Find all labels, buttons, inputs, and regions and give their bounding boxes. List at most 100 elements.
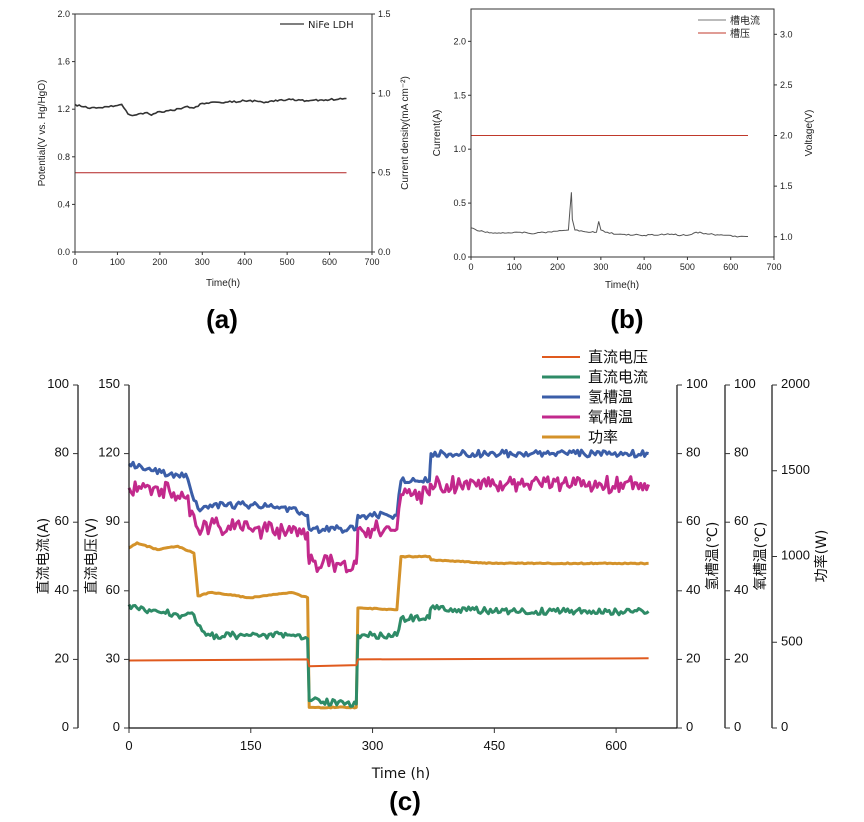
panel-c-series-voltage bbox=[128, 657, 649, 668]
panel-b-y2label: Voltage(V) bbox=[804, 110, 815, 157]
panel-b-series bbox=[470, 135, 748, 238]
x-tick-label: 100 bbox=[110, 257, 125, 267]
y2-tick-label: 1.0 bbox=[780, 232, 793, 242]
y-tick-label: 0.0 bbox=[453, 252, 466, 262]
x-tick-label: 400 bbox=[237, 257, 252, 267]
x-tick-label: 300 bbox=[593, 262, 608, 272]
y2-tick-label: 3.0 bbox=[780, 29, 793, 39]
panel-a-frame bbox=[74, 13, 373, 253]
panel-c: 0 150 300 450 600 02040608010003060901201500… bbox=[35, 348, 830, 816]
panel-c-y-axes: 0204060801000306090120150020406080100020… bbox=[47, 376, 810, 734]
x-tick-label: 300 bbox=[195, 257, 210, 267]
y-tick-label: 1.5 bbox=[453, 90, 466, 100]
y-tick-label: 90 bbox=[106, 513, 120, 528]
panel-b-y-ticks: 0.0 0.5 1.0 1.5 2.0 bbox=[453, 36, 471, 262]
x-tick-label: 100 bbox=[507, 262, 522, 272]
y-tick-label: 1.2 bbox=[57, 104, 70, 114]
legend-label-o2temp: 氧槽温 bbox=[588, 408, 633, 426]
x-tick-label: 500 bbox=[280, 257, 295, 267]
panel-b-ylabel: Current(A) bbox=[432, 110, 443, 157]
y-tick-label: 0 bbox=[781, 719, 788, 734]
panel-c-axis-label-o2temp: 氧槽温(℃) bbox=[753, 522, 769, 591]
x-tick-label: 300 bbox=[362, 738, 384, 753]
y-tick-label: 0 bbox=[113, 719, 120, 734]
panel-a-y2-ticks: 0.0 0.5 1.0 1.5 bbox=[372, 9, 391, 257]
y-tick-label: 60 bbox=[734, 513, 748, 528]
x-tick-label: 0 bbox=[125, 738, 132, 753]
y-tick-label: 60 bbox=[686, 513, 700, 528]
panel-a: 0 100 200 300 400 500 600 700 0.0 0.4 0.8 1.2 1.6 2.… bbox=[37, 9, 411, 334]
panel-a-xlabel: Time(h) bbox=[206, 278, 240, 289]
panel-c-xlabel: Time (h) bbox=[371, 766, 431, 782]
y2-tick-label: 2.0 bbox=[780, 131, 793, 141]
panel-c-label: (c) bbox=[389, 786, 421, 816]
panel-c-series-o2-temp bbox=[127, 474, 651, 574]
y-tick-label: 60 bbox=[106, 582, 120, 597]
panel-a-label: (a) bbox=[206, 304, 238, 334]
y-tick-label: 0.5 bbox=[378, 168, 391, 178]
panel-a-legend-label: NiFe LDH bbox=[308, 20, 354, 31]
x-tick-label: 700 bbox=[766, 262, 781, 272]
y-tick-label: 1.0 bbox=[378, 88, 391, 98]
panel-b-label: (b) bbox=[610, 304, 643, 334]
panel-a-series-potential bbox=[74, 97, 347, 117]
x-tick-label: 150 bbox=[240, 738, 262, 753]
x-tick-label: 500 bbox=[680, 262, 695, 272]
y-tick-label: 40 bbox=[686, 582, 700, 597]
y-tick-label: 0 bbox=[62, 719, 69, 734]
x-tick-label: 600 bbox=[605, 738, 627, 753]
x-tick-label: 450 bbox=[483, 738, 505, 753]
y2-tick-label: 2.5 bbox=[780, 80, 793, 90]
y-tick-label: 40 bbox=[55, 582, 69, 597]
panel-c-axis-label-h2temp: 氢槽温(℃) bbox=[705, 522, 721, 591]
y-tick-label: 500 bbox=[781, 633, 803, 648]
panel-c-series-h2-temp bbox=[127, 448, 649, 534]
x-tick-label: 200 bbox=[152, 257, 167, 267]
panel-c-series bbox=[127, 448, 651, 710]
panel-b-legend-label-voltage: 槽压 bbox=[730, 27, 750, 40]
y-tick-label: 0.4 bbox=[57, 199, 70, 209]
panel-b-x-ticks: 0 100 200 300 400 500 600 700 bbox=[468, 257, 782, 272]
y-tick-label: 0.0 bbox=[378, 247, 391, 257]
y-tick-label: 1.6 bbox=[57, 57, 70, 67]
x-tick-label: 0 bbox=[72, 257, 77, 267]
y-tick-label: 20 bbox=[55, 650, 69, 665]
y-tick-label: 40 bbox=[734, 582, 748, 597]
y-tick-label: 1000 bbox=[781, 548, 810, 563]
y-tick-label: 30 bbox=[106, 650, 120, 665]
panel-c-series-power bbox=[128, 541, 649, 710]
panel-a-y2label: Current density(mA cm⁻²) bbox=[400, 76, 411, 190]
y-tick-label: 100 bbox=[686, 376, 708, 391]
y-tick-label: 60 bbox=[55, 513, 69, 528]
x-tick-label: 0 bbox=[468, 262, 473, 272]
y-tick-label: 1500 bbox=[781, 462, 810, 477]
panel-a-x-ticks: 0 100 200 300 400 500 600 700 bbox=[72, 252, 380, 267]
panel-c-series-current bbox=[127, 603, 650, 708]
legend-label-current: 直流电流 bbox=[588, 368, 648, 386]
y-tick-label: 20 bbox=[686, 650, 700, 665]
panel-b-frame bbox=[470, 8, 775, 258]
y-tick-label: 2.0 bbox=[453, 36, 466, 46]
panel-c-axis-label-voltage: 直流电压(V) bbox=[83, 518, 100, 595]
y-tick-label: 1.5 bbox=[378, 9, 391, 19]
y-tick-label: 1.0 bbox=[453, 144, 466, 154]
panel-b: 0 100 200 300 400 500 600 700 0.0 0.5 1.0 1.5 2.0 1… bbox=[432, 8, 815, 334]
panel-a-series bbox=[74, 97, 347, 174]
y-tick-label: 80 bbox=[686, 445, 700, 460]
legend-label-power: 功率 bbox=[588, 428, 618, 446]
panel-a-ylabel: Potential(V vs. Hg/HgO) bbox=[37, 80, 48, 187]
y-tick-label: 120 bbox=[98, 445, 120, 460]
panel-c-axis-label-power: 功率(W) bbox=[813, 530, 830, 583]
panel-b-series-current bbox=[470, 192, 748, 238]
panel-b-legend-label-current: 槽电流 bbox=[730, 14, 760, 27]
y-tick-label: 0 bbox=[686, 719, 693, 734]
x-tick-label: 400 bbox=[637, 262, 652, 272]
panel-c-legend: 直流电压 直流电流 氢槽温 氧槽温 功率 bbox=[542, 348, 648, 446]
y-tick-label: 0.8 bbox=[57, 152, 70, 162]
y-tick-label: 100 bbox=[47, 376, 69, 391]
panel-c-x-ticks: 0 150 300 450 600 bbox=[125, 728, 627, 753]
panel-b-y2-ticks: 1.0 1.5 2.0 2.5 3.0 bbox=[774, 29, 793, 242]
legend-label-h2temp: 氢槽温 bbox=[588, 388, 633, 406]
x-tick-label: 200 bbox=[550, 262, 565, 272]
